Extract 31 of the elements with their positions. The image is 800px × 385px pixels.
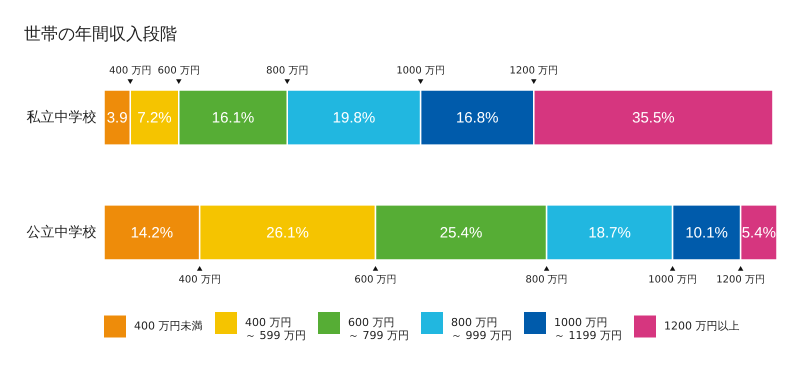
- chart-title: 世帯の年間収入段階: [24, 24, 177, 45]
- data-label: 5.4%: [742, 224, 776, 242]
- data-label: 14.2%: [130, 224, 174, 242]
- data-label: 26.1%: [266, 224, 309, 242]
- annotation: 400 万円: [109, 66, 152, 77]
- data-label: 7.2%: [137, 110, 172, 127]
- y-tick-label: 私立中学校: [26, 110, 96, 126]
- legend-label: 400 万円～ 599 万円: [245, 316, 306, 342]
- legend-label: 1200 万円以上: [664, 320, 740, 332]
- annotation: 1000 万円: [396, 66, 445, 77]
- legend-label: 800 万円～ 999 万円: [451, 316, 512, 342]
- data-label: 3.9: [106, 110, 128, 127]
- legend-label: 1000 万円～ 1199 万円: [554, 316, 622, 342]
- legend-label: 600 万円～ 799 万円: [348, 316, 409, 342]
- annotation: 400 万円: [178, 274, 221, 286]
- annotation: 1200 万円: [716, 274, 765, 286]
- annotation: 600 万円: [354, 274, 397, 286]
- data-label: 10.1%: [685, 224, 728, 242]
- annotation: 1000 万円: [648, 274, 697, 286]
- data-label: 18.7%: [588, 224, 631, 242]
- data-label: 16.8%: [456, 110, 498, 127]
- data-label: 16.1%: [212, 110, 254, 127]
- annotation: 800 万円: [266, 66, 308, 77]
- y-tick-label: 公立中学校: [26, 224, 96, 240]
- data-label: 35.5%: [632, 110, 675, 127]
- data-label: 19.8%: [332, 110, 376, 127]
- annotation: 1200 万円: [509, 66, 558, 77]
- data-label: 25.4%: [440, 224, 482, 242]
- annotation: 800 万円: [525, 274, 568, 286]
- legend-label: 400 万円未満: [134, 320, 202, 332]
- annotation: 600 万円: [158, 66, 200, 77]
